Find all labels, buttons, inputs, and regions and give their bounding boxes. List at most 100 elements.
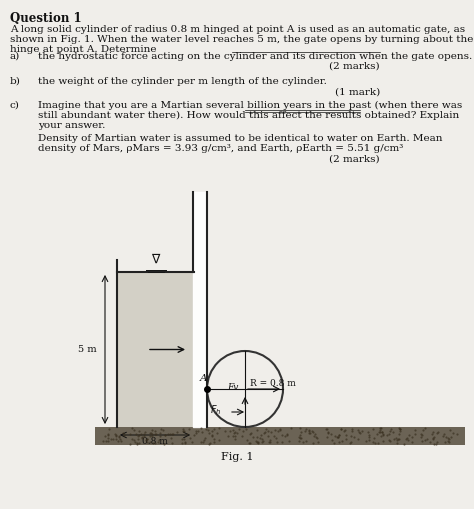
Point bbox=[142, 436, 150, 444]
Point bbox=[409, 433, 416, 441]
Point bbox=[126, 430, 134, 438]
Point bbox=[130, 436, 138, 444]
Point bbox=[103, 437, 110, 445]
Text: 0.8 m: 0.8 m bbox=[142, 437, 168, 446]
Point bbox=[149, 439, 156, 447]
Point bbox=[209, 431, 216, 439]
Point bbox=[418, 436, 426, 444]
Point bbox=[439, 432, 447, 440]
Bar bbox=[95, 427, 465, 445]
Point bbox=[337, 425, 345, 433]
Point bbox=[369, 438, 377, 446]
Bar bbox=[118, 272, 193, 427]
Point bbox=[239, 427, 247, 435]
Point bbox=[403, 434, 411, 442]
Point bbox=[385, 430, 392, 438]
Point bbox=[230, 429, 237, 437]
Point bbox=[179, 427, 186, 435]
Point bbox=[257, 431, 264, 439]
Point bbox=[116, 435, 124, 443]
Point bbox=[243, 436, 251, 444]
Point bbox=[198, 438, 205, 446]
Point bbox=[274, 427, 282, 435]
Point bbox=[296, 424, 304, 432]
Point bbox=[158, 425, 165, 433]
Point bbox=[295, 433, 303, 441]
Point bbox=[152, 439, 159, 447]
Point bbox=[117, 437, 125, 445]
Point bbox=[134, 432, 142, 440]
Point bbox=[337, 425, 345, 433]
Point bbox=[162, 432, 169, 440]
Point bbox=[287, 424, 295, 432]
Point bbox=[376, 424, 384, 432]
Point bbox=[324, 428, 332, 436]
Point bbox=[374, 439, 382, 447]
Text: still abundant water there). How would this affect the results obtained? Explain: still abundant water there). How would t… bbox=[38, 111, 459, 120]
Point bbox=[394, 439, 401, 447]
Point bbox=[221, 427, 228, 435]
Text: (2 marks): (2 marks) bbox=[329, 62, 380, 71]
Point bbox=[395, 430, 402, 438]
Point bbox=[105, 425, 113, 433]
Point bbox=[101, 432, 109, 440]
Point bbox=[128, 435, 136, 443]
Point bbox=[307, 430, 314, 438]
Point bbox=[111, 430, 119, 438]
Text: A long solid cylinder of radius 0.8 m hinged at point A is used as an automatic : A long solid cylinder of radius 0.8 m hi… bbox=[10, 25, 465, 34]
Point bbox=[383, 431, 391, 439]
Point bbox=[298, 428, 305, 436]
Point bbox=[128, 424, 136, 432]
Point bbox=[119, 429, 127, 437]
Point bbox=[115, 433, 122, 441]
Point bbox=[428, 430, 435, 438]
Point bbox=[386, 435, 393, 443]
Point bbox=[387, 425, 395, 433]
Point bbox=[411, 430, 419, 438]
Point bbox=[328, 430, 335, 438]
Point bbox=[267, 436, 274, 444]
Point bbox=[148, 427, 156, 435]
Point bbox=[260, 429, 268, 437]
Point bbox=[216, 424, 223, 432]
Point bbox=[334, 433, 341, 441]
Point bbox=[348, 425, 356, 433]
Point bbox=[421, 436, 429, 444]
Point bbox=[144, 435, 151, 443]
Point bbox=[166, 430, 174, 438]
Point bbox=[192, 429, 200, 437]
Point bbox=[330, 439, 338, 447]
Point bbox=[429, 435, 437, 443]
Point bbox=[264, 427, 272, 435]
Point bbox=[454, 430, 461, 438]
Point bbox=[370, 434, 378, 442]
Point bbox=[396, 425, 403, 433]
Point bbox=[182, 438, 189, 446]
Point bbox=[335, 433, 342, 441]
Point bbox=[445, 437, 452, 445]
Point bbox=[233, 429, 241, 437]
Point bbox=[205, 440, 212, 448]
Point bbox=[296, 434, 303, 442]
Text: hinge at point A. Determine: hinge at point A. Determine bbox=[10, 45, 156, 54]
Text: Imagine that you are a Martian several billion years in the past (when there was: Imagine that you are a Martian several b… bbox=[38, 101, 462, 110]
Point bbox=[285, 437, 292, 445]
Point bbox=[178, 439, 185, 447]
Point bbox=[278, 431, 285, 439]
Point bbox=[112, 432, 119, 440]
Point bbox=[419, 426, 427, 434]
Point bbox=[373, 430, 381, 438]
Point bbox=[396, 425, 404, 433]
Point bbox=[379, 437, 386, 445]
Point bbox=[377, 432, 385, 440]
Point bbox=[135, 431, 143, 439]
Point bbox=[348, 427, 356, 435]
Point bbox=[386, 427, 393, 435]
Point bbox=[356, 429, 364, 437]
Point bbox=[254, 438, 261, 446]
Point bbox=[417, 433, 425, 441]
Text: Density of Martian water is assumed to be identical to water on Earth. Mean: Density of Martian water is assumed to b… bbox=[38, 134, 443, 143]
Point bbox=[272, 434, 280, 442]
Point bbox=[213, 429, 221, 437]
Text: c): c) bbox=[10, 101, 20, 110]
